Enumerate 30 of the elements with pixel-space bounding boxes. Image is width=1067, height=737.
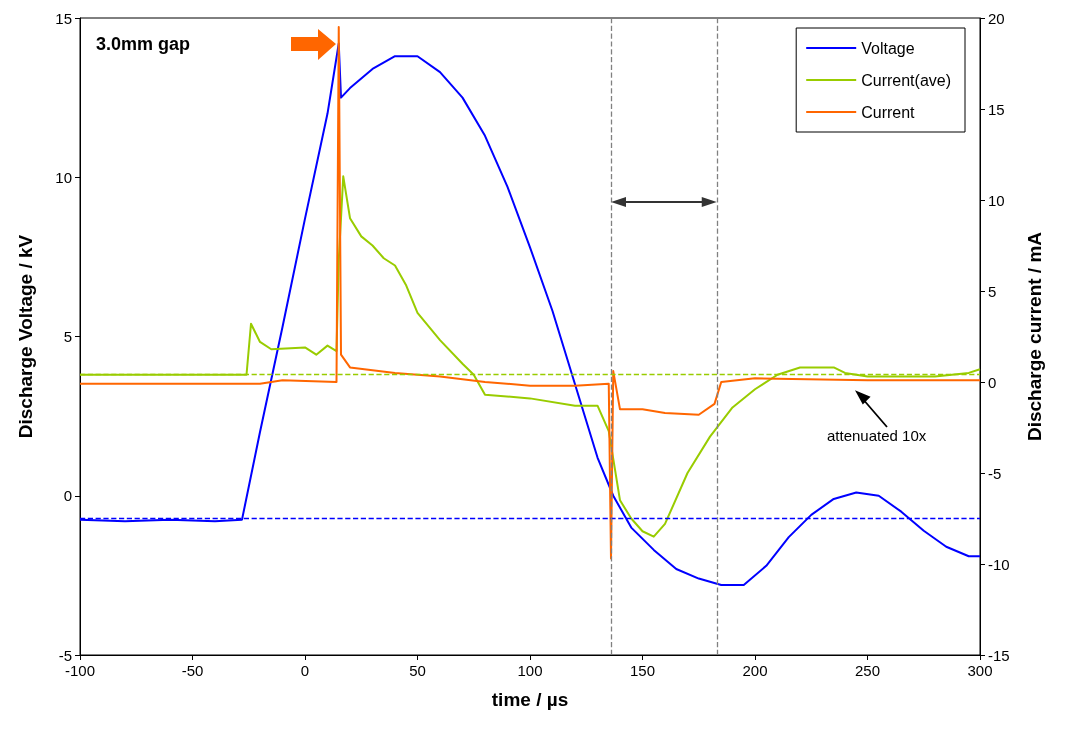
y2-axis-title: Discharge current / mA xyxy=(1024,231,1045,442)
x-tick-label: 250 xyxy=(854,662,881,679)
y2-tick-label: 0 xyxy=(988,373,997,391)
y2-tick-label: 15 xyxy=(988,100,1005,118)
annotation: 3.0mm gap xyxy=(96,34,191,54)
x-tick-label: 200 xyxy=(742,662,768,679)
annotation: attenuated 10x xyxy=(827,427,927,444)
x-tick-label: 50 xyxy=(409,662,426,679)
x-tick-label: 0 xyxy=(300,662,310,679)
y2-tick-label: -5 xyxy=(988,464,1002,482)
y-axis-title: Discharge Voltage / kV xyxy=(15,234,36,439)
x-tick-label: 300 xyxy=(967,662,993,679)
y-tick-label: 0 xyxy=(63,487,72,505)
y-tick-label: 10 xyxy=(55,168,72,186)
x-tick-label: 100 xyxy=(517,662,543,679)
y2-tick-label: 5 xyxy=(988,282,997,300)
y2-tick-label: -10 xyxy=(988,555,1010,573)
legend-label: Voltage xyxy=(861,39,915,57)
x-tick-label: -50 xyxy=(181,662,204,679)
y2-tick-label: -15 xyxy=(988,646,1010,664)
y2-tick-label: 20 xyxy=(988,9,1005,27)
y-tick-label: -5 xyxy=(58,646,72,664)
legend-label: Current(ave) xyxy=(861,71,952,89)
y-tick-label: 15 xyxy=(55,9,72,27)
x-axis-title: time / µs xyxy=(491,689,569,710)
x-tick-label: -100 xyxy=(64,662,96,679)
y2-tick-label: 10 xyxy=(988,191,1005,209)
x-tick-label: 150 xyxy=(629,662,656,679)
legend-label: Current xyxy=(861,103,916,121)
y-tick-label: 5 xyxy=(63,328,72,345)
